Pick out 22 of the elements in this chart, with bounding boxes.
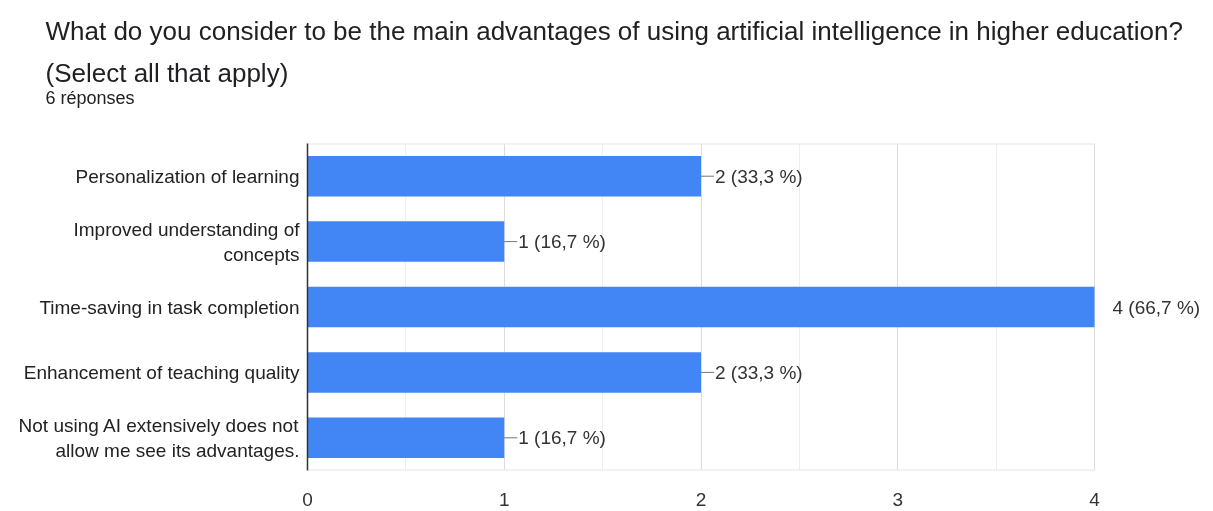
data-label: 4 (66,7 %) [1112,296,1201,318]
y-tick-label: Improved understanding of concepts [73,218,301,265]
y-tick-label: Time-saving in task completion [39,296,300,318]
bar [307,286,1095,328]
bar [307,352,701,393]
data-label: 1 (16,7 %) [518,231,606,253]
bar [307,417,505,459]
x-tick-label: 0 [302,488,313,510]
x-tick-label: 3 [892,488,904,510]
x-tick-label: 2 [695,488,707,510]
text: 6 réponses [45,87,135,108]
data-label: 2 (33,3 %) [715,165,803,187]
chart-title: What do you consider to be the main advantages of using artificial intelligence in higher education? (Select all that apply) [45,15,1183,88]
y-tick-label: Personalization of learning [75,165,300,187]
y-tick-label: Enhancement of teaching quality [23,361,300,383]
x-tick-label: 4 [1089,488,1101,510]
data-label: 2 (33,3 %) [715,361,803,383]
data-label: 1 (16,7 %) [518,427,606,449]
x-tick-label: 1 [498,488,510,510]
bar [307,155,701,197]
bar [307,221,505,262]
y-tick-label: Not using AI extensively does not allow me see its advantages. [18,414,300,461]
